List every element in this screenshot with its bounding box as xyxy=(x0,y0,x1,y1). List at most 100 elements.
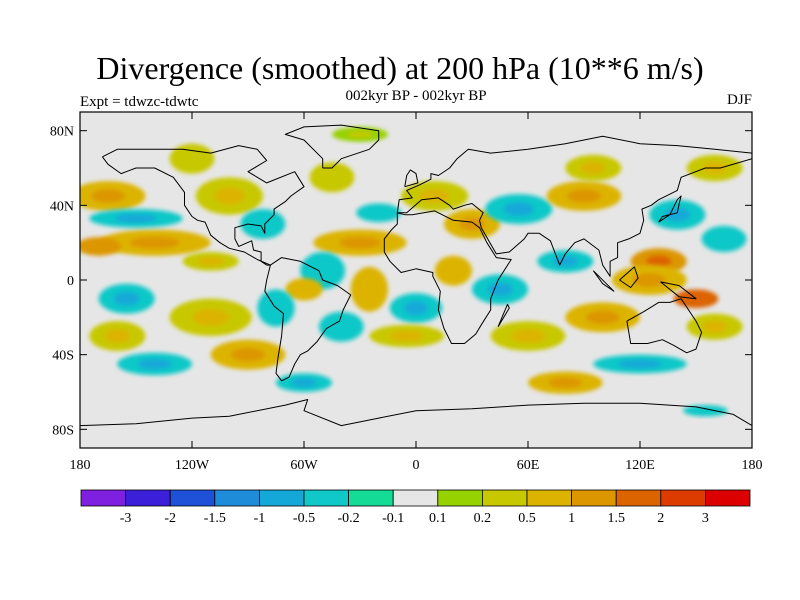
field-blob-core xyxy=(404,301,428,315)
coastline xyxy=(592,270,615,292)
field-blob-core xyxy=(198,257,224,266)
colorbar-label: -1.5 xyxy=(204,511,226,526)
colorbar-label: -1 xyxy=(254,511,266,526)
coastline xyxy=(264,257,352,382)
colorbar-swatch xyxy=(80,489,126,507)
lat-label: 80N xyxy=(50,125,74,140)
coastline xyxy=(383,210,512,344)
field-blob-core xyxy=(702,320,728,333)
divergence-field xyxy=(80,126,747,417)
colorbar-label: -0.1 xyxy=(382,511,404,526)
field-blob xyxy=(350,266,389,312)
colorbar-swatch xyxy=(437,489,483,507)
field-blob-core xyxy=(91,189,125,203)
season-label: DJF xyxy=(726,92,752,108)
coastlines xyxy=(80,124,752,427)
field-blob-core xyxy=(632,273,667,287)
map-subtitle: 002kyr BP - 002kyr BP xyxy=(345,88,487,104)
lon-label: 180 xyxy=(70,458,91,473)
field-blob-core xyxy=(291,378,317,387)
colorbar-swatch xyxy=(705,489,751,507)
experiment-label: Expt = tdwzc-tdwtc xyxy=(80,94,199,110)
coastline xyxy=(397,158,752,277)
field-blob-core xyxy=(347,131,373,138)
coastline xyxy=(404,169,419,188)
colorbar-label: -0.5 xyxy=(293,511,315,526)
map-title: Divergence (smoothed) at 200 hPa (10**6 … xyxy=(96,50,704,86)
field-blob-core xyxy=(567,189,601,203)
colorbar-label: -3 xyxy=(120,511,132,526)
field-blob-core xyxy=(339,236,381,249)
field-blob-core xyxy=(419,189,450,203)
colorbar-swatch xyxy=(348,489,394,507)
field-blob xyxy=(80,237,122,256)
coastline xyxy=(396,135,752,213)
lat-label: 80S xyxy=(52,423,74,438)
field-blob xyxy=(701,225,747,252)
colorbar-label: 2 xyxy=(657,511,664,526)
lon-label: 60E xyxy=(517,458,540,473)
lon-label: 120W xyxy=(175,458,210,473)
field-blob xyxy=(169,143,215,174)
field-blob-core xyxy=(585,310,620,325)
colorbar-swatch xyxy=(660,489,706,507)
field-blob-core xyxy=(214,187,245,205)
lon-label: 60W xyxy=(290,458,318,473)
colorbar-label: 3 xyxy=(702,511,709,526)
field-blob-core xyxy=(137,358,172,370)
field-blob-core xyxy=(511,329,545,343)
coastline xyxy=(284,124,380,169)
colorbar-swatch xyxy=(571,489,617,507)
field-blob-core xyxy=(619,359,661,369)
field-blob-core xyxy=(115,214,157,223)
field-blob-core xyxy=(389,330,424,342)
field-blob xyxy=(682,405,728,417)
colorbar-swatch xyxy=(169,489,216,507)
field-blob-core xyxy=(646,255,672,268)
coastline xyxy=(497,303,510,327)
field-blob xyxy=(434,255,473,286)
colorbar-swatch xyxy=(481,489,528,507)
field-blob-core xyxy=(548,377,583,388)
lon-label: 120E xyxy=(625,458,655,473)
colorbar-label: -2 xyxy=(164,511,176,526)
colorbar-label: -0.2 xyxy=(338,511,360,526)
colorbar-swatch xyxy=(392,489,439,507)
field-blob xyxy=(240,209,286,239)
colorbar-label: 1 xyxy=(568,511,575,526)
coastline xyxy=(619,266,639,288)
lat-label: 0 xyxy=(67,274,74,289)
lon-label: 180 xyxy=(742,458,763,473)
colorbar-swatch xyxy=(125,489,171,507)
colorbar-swatch xyxy=(615,489,662,507)
colorbar: -3 -2 -1.5 -1 -0.5 -0.2 -0.1 0.1 0.2 0.5 1 1.5 2 3 xyxy=(80,489,751,526)
field-blob xyxy=(309,162,355,193)
coastline xyxy=(101,145,305,266)
colorbar-label: 0.1 xyxy=(429,511,447,526)
lat-label: 40S xyxy=(52,349,74,364)
colorbar-swatch xyxy=(303,489,349,507)
coastline xyxy=(626,298,703,354)
coastline xyxy=(658,195,682,223)
coastline xyxy=(80,399,752,427)
coastline xyxy=(660,281,697,300)
field-blob-core xyxy=(503,202,534,216)
field-blob-core xyxy=(231,347,265,362)
colorbar-label: 0.5 xyxy=(518,511,536,526)
lat-label: 40N xyxy=(50,199,74,214)
field-blob xyxy=(285,278,323,301)
field-blob xyxy=(318,311,364,342)
field-blob-core xyxy=(487,282,513,297)
field-blob-core xyxy=(129,236,180,249)
colorbar-label: 1.5 xyxy=(607,511,625,526)
field-blob-core xyxy=(580,162,606,174)
lon-label: 0 xyxy=(413,458,420,473)
field-blob-core xyxy=(104,329,130,343)
colorbar-swatch xyxy=(526,489,572,507)
field-blob-core xyxy=(192,308,230,326)
axis-ticks: 80N 40N 0 40S 80S 180 120W 60W 0 60E 120E 180 xyxy=(50,112,763,473)
colorbar-swatch xyxy=(258,489,305,507)
colorbar-swatch xyxy=(214,489,260,507)
field-blob-core xyxy=(114,291,140,306)
